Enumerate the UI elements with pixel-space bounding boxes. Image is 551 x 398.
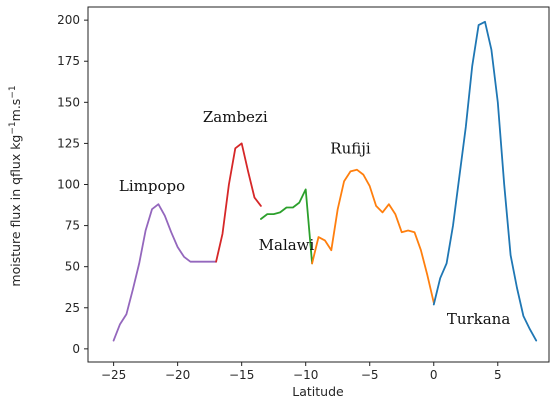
y-tick-label: 175 [57, 54, 80, 68]
series-lines [112, 20, 538, 342]
y-axis-title-part: moisture flux in qflux kg [8, 135, 23, 287]
x-tick-label: −15 [229, 368, 254, 382]
y-tick-label: 150 [57, 95, 80, 109]
series-line-turkana [432, 20, 538, 342]
y-tick-label: 200 [57, 13, 80, 27]
series-line-rufiji [311, 168, 435, 304]
region-label-rufiji: Rufiji [330, 139, 371, 157]
y-tick-label: 50 [65, 260, 80, 274]
series-line-zambezi [215, 142, 262, 263]
y-tick-label: 125 [57, 136, 80, 150]
x-tick-label: −20 [165, 368, 190, 382]
region-labels: Limpopo Zambezi Malawi Rufiji Turkana [119, 108, 510, 328]
x-tick-label: −5 [361, 368, 379, 382]
region-label-zambezi: Zambezi [203, 108, 268, 126]
x-tick-label: 5 [494, 368, 502, 382]
x-tick-label: −10 [293, 368, 318, 382]
region-label-limpopo: Limpopo [119, 177, 185, 195]
series-line-malawi [259, 188, 314, 265]
x-tick-label: −25 [101, 368, 126, 382]
y-axis-title: moisture flux in qflux kg−1m.s−1 [8, 85, 23, 286]
y-axis-title-part: −1 [8, 85, 18, 98]
y-axis-title-part: m.s [8, 99, 23, 122]
region-label-turkana: Turkana [447, 310, 511, 328]
y-tick-label: 100 [57, 178, 80, 192]
y-tick-label: 25 [65, 301, 80, 315]
y-tick-label: 0 [72, 342, 80, 356]
y-tick-label: 75 [65, 219, 80, 233]
series-line-limpopo [112, 203, 218, 342]
x-tick-label: 0 [430, 368, 438, 382]
x-axis-title: Latitude [292, 384, 344, 398]
y-axis-title-part: −1 [8, 121, 18, 134]
region-label-malawi: Malawi [259, 236, 315, 254]
